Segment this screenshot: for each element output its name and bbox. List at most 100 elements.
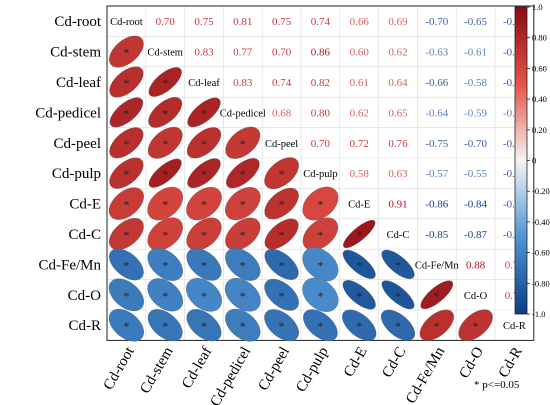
significance-marker: * <box>162 289 168 303</box>
correlation-value: 0.62 <box>350 107 369 119</box>
correlation-value: 0.70 <box>311 138 331 150</box>
diagonal-label: Cd-pulp <box>303 169 337 180</box>
significance-marker: * <box>356 228 362 242</box>
row-label: Cd-R <box>68 318 101 334</box>
significance-marker: * <box>434 289 440 303</box>
column-label: Cd-stem <box>137 344 176 396</box>
colorbar-tick-label: 0 <box>532 156 536 166</box>
significance-marker: * <box>356 289 362 303</box>
significance-marker: * <box>162 167 168 181</box>
correlation-value: 0.86 <box>311 47 331 59</box>
significance-marker: * <box>240 289 246 303</box>
correlation-ellipse <box>186 127 222 159</box>
significance-marker: * <box>201 106 207 120</box>
correlation-ellipse <box>109 66 144 98</box>
correlation-value: -0.86 <box>425 199 448 211</box>
row-label: Cd-O <box>68 288 102 304</box>
correlation-value: 0.91 <box>388 199 407 211</box>
correlation-value: 0.63 <box>388 168 408 180</box>
correlation-ellipse <box>187 158 221 189</box>
correlation-value: 0.68 <box>272 107 292 119</box>
diagonal-label: Cd-E <box>348 200 370 211</box>
column-label: Cd-pulp <box>293 344 331 395</box>
correlation-ellipse <box>264 157 299 190</box>
colorbar-tick-label: -0.80 <box>532 278 550 288</box>
correlation-ellipse <box>342 280 376 310</box>
correlation-value: -0.55 <box>464 168 487 180</box>
correlation-ellipse <box>302 247 339 282</box>
significance-marker: * <box>240 167 246 181</box>
correlation-ellipse <box>343 219 376 249</box>
correlation-value: 0.75 <box>194 16 214 28</box>
correlation-ellipse <box>225 248 261 281</box>
correlation-ellipse <box>264 248 299 280</box>
correlation-ellipse <box>108 278 144 312</box>
correlation-ellipse <box>264 309 299 342</box>
significance-marker: * <box>240 228 246 242</box>
significance-marker: * <box>162 198 168 212</box>
diagonal-label: Cd-O <box>464 291 488 302</box>
significance-marker: * <box>162 319 168 333</box>
colorbar-tick-label: -0.20 <box>532 186 550 196</box>
correlation-ellipse <box>225 308 261 342</box>
row-label: Cd-pulp <box>52 166 101 182</box>
correlation-ellipse <box>108 187 144 220</box>
correlation-value: -0.64 <box>425 107 448 119</box>
significance-marker: * <box>473 319 479 333</box>
significance-marker: * <box>162 137 168 151</box>
correlation-ellipse <box>109 218 144 250</box>
significance-marker: * <box>201 319 207 333</box>
matrix-cells: Cd-root 0.70 0.75 0.81 0.75 0.74 0.66 0.69 -0.70… <box>108 16 526 342</box>
significance-marker: * <box>162 258 168 272</box>
significance-marker: * <box>201 167 207 181</box>
correlation-ellipse <box>302 186 339 221</box>
correlation-ellipse <box>186 277 222 312</box>
significance-marker: * <box>434 319 440 333</box>
column-label: Cd-root <box>101 344 139 393</box>
colorbar: 1.0 0.80 0.60 0.40 0.20 0 -0.20 -0.40 -0.60 -0.80… <box>514 2 550 319</box>
correlation-ellipse <box>147 186 184 221</box>
colorbar-tick-label: -0.40 <box>532 217 550 227</box>
significance-marker: * <box>279 258 285 272</box>
correlation-ellipse <box>109 35 144 68</box>
correlation-ellipse <box>458 309 493 341</box>
significance-marker: * <box>162 228 168 242</box>
correlation-ellipse <box>380 309 416 341</box>
correlation-ellipse <box>109 97 144 128</box>
significance-marker: * <box>123 76 129 90</box>
row-label: Cd-pedicel <box>35 105 101 121</box>
significance-marker: * <box>317 289 323 303</box>
significance-marker: * <box>201 198 207 212</box>
correlation-ellipse <box>147 217 183 251</box>
correlation-value: -0.63 <box>425 47 448 59</box>
correlation-value: -0.75 <box>425 138 448 150</box>
correlation-ellipse <box>224 278 261 312</box>
correlation-ellipse <box>342 309 377 341</box>
correlation-value: -0.59 <box>464 107 487 119</box>
row-label: Cd-stem <box>50 45 101 61</box>
diagonal-label: Cd-Fe/Mn <box>415 260 460 271</box>
column-label: Cd-C <box>379 344 409 380</box>
correlation-ellipse <box>225 126 261 159</box>
diagonal-label: Cd-root <box>110 17 143 28</box>
correlation-value: 0.75 <box>272 16 292 28</box>
correlation-value: 0.83 <box>194 47 214 59</box>
correlation-value: -0.57 <box>425 168 448 180</box>
correlation-ellipse <box>264 218 299 250</box>
column-label: Cd-E <box>341 344 371 379</box>
correlation-ellipse <box>147 126 183 159</box>
significance-marker: * <box>123 167 129 181</box>
significance-marker: * <box>201 228 207 242</box>
row-label: Cd-peel <box>54 136 101 152</box>
significance-marker: * <box>279 289 285 303</box>
significance-marker: * <box>317 319 323 333</box>
significance-marker: * <box>123 106 129 120</box>
correlation-value: 0.70 <box>272 47 292 59</box>
row-label: Cd-leaf <box>56 75 101 91</box>
correlation-value: 0.60 <box>350 47 370 59</box>
correlation-ellipse <box>148 158 182 188</box>
column-label: Cd-O <box>457 344 488 381</box>
colorbar-tick-label: 1.0 <box>532 2 543 12</box>
diagonal-label: Cd-leaf <box>188 78 220 89</box>
